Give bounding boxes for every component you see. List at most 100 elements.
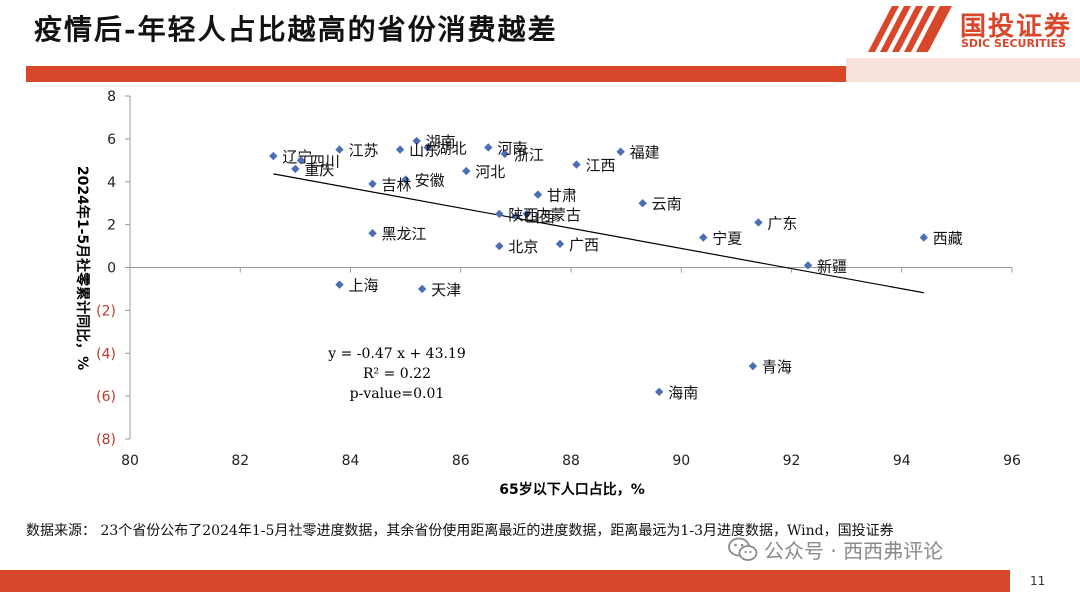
data-point-广东 xyxy=(754,218,763,227)
page-number: 11 xyxy=(1030,574,1046,588)
data-point-福建 xyxy=(616,147,625,156)
point-label-山西: 山西 xyxy=(525,208,555,226)
data-point-甘肃 xyxy=(533,190,543,199)
scatter-chart: 80 82 84 86 88 90 92 94 96 86 4 2 0 (2) (4) (6) (8) 辽宁四… xyxy=(74,89,1021,498)
y-tick-label: 2 xyxy=(107,218,116,234)
y-axis-title: 2024年1-5月社零累计同比，% xyxy=(74,166,91,370)
slide-title: 疫情后-年轻人占比越高的省份消费越差 xyxy=(34,13,558,46)
point-label-江西: 江西 xyxy=(586,157,616,175)
data-point-西藏 xyxy=(919,233,928,242)
company-logo: 国投证券 SDIC SECURITIES xyxy=(868,4,1080,54)
data-point-陕西 xyxy=(495,209,504,219)
data-point-吉林 xyxy=(368,179,377,189)
footer-bar xyxy=(0,570,1010,592)
point-label-广东: 广东 xyxy=(767,214,797,232)
watermark: 公众号 · 西西弗评论 xyxy=(728,535,943,564)
y-tick-label: (4) xyxy=(96,346,116,362)
point-label-浙江: 浙江 xyxy=(514,146,544,164)
trend-line xyxy=(273,173,924,294)
regression-annotation: y = -0.47 x + 43.19 R² = 0.22 p-value=0.… xyxy=(327,346,466,402)
y-tick-labels: 8 6 4 2 0 (2) (4) (6) (8) xyxy=(96,89,116,448)
data-points xyxy=(269,136,928,397)
data-point-安徽 xyxy=(401,175,410,184)
data-point-河南 xyxy=(484,143,493,152)
y-tick-label: (8) xyxy=(96,432,116,448)
logo-text-en: SDIC SECURITIES xyxy=(961,37,1067,50)
data-point-山西 xyxy=(511,211,521,221)
point-label-吉林: 吉林 xyxy=(382,176,412,194)
point-label-江苏: 江苏 xyxy=(348,142,378,160)
data-point-北京 xyxy=(495,241,504,251)
data-point-重庆 xyxy=(291,164,300,174)
point-label-山东: 山东 xyxy=(409,142,439,160)
source-note: 数据来源： 23个省份公布了2024年1-5月社零进度数据，其余省份使用距离最近… xyxy=(26,523,894,539)
x-tick-label: 82 xyxy=(231,453,249,469)
data-point-青海 xyxy=(748,361,758,371)
point-label-西藏: 西藏 xyxy=(933,229,963,247)
regression-p-value: p-value=0.01 xyxy=(350,386,445,402)
data-point-河北 xyxy=(462,166,471,176)
point-label-新疆: 新疆 xyxy=(817,257,847,275)
x-tick-label: 86 xyxy=(452,453,470,469)
data-point-江苏 xyxy=(335,145,344,154)
data-point-辽宁 xyxy=(269,151,278,161)
point-label-宁夏: 宁夏 xyxy=(712,229,742,247)
regression-equation: y = -0.47 x + 43.19 xyxy=(327,346,466,362)
point-label-青海: 青海 xyxy=(762,358,792,376)
x-tick-label: 94 xyxy=(893,453,911,469)
logo-stripes-icon xyxy=(868,6,952,52)
chart-axes xyxy=(125,95,1013,440)
data-point-新疆 xyxy=(803,261,813,270)
data-point-上海 xyxy=(335,280,344,289)
data-point-宁夏 xyxy=(699,233,708,242)
y-tick-label: (2) xyxy=(96,303,116,319)
point-label-湖北: 湖北 xyxy=(437,139,467,157)
data-point-天津 xyxy=(417,284,427,294)
data-point-山东 xyxy=(395,145,405,154)
data-point-江西 xyxy=(572,160,581,169)
x-tick-label: 84 xyxy=(342,453,360,469)
data-point-湖南 xyxy=(412,136,421,146)
x-tick-label: 90 xyxy=(672,453,690,469)
point-label-北京: 北京 xyxy=(508,238,538,256)
point-label-内蒙古: 内蒙古 xyxy=(536,206,581,224)
point-label-天津: 天津 xyxy=(431,281,461,299)
watermark-text: 公众号 · 西西弗评论 xyxy=(764,539,944,563)
point-label-甘肃: 甘肃 xyxy=(547,187,577,205)
data-point-浙江 xyxy=(500,149,510,159)
y-tick-label: 0 xyxy=(107,261,116,277)
point-label-云南: 云南 xyxy=(652,195,682,213)
logo-text-cn: 国投证券 xyxy=(960,12,1073,42)
data-point-湖北 xyxy=(423,143,432,152)
point-label-上海: 上海 xyxy=(348,277,378,295)
point-label-广西: 广西 xyxy=(569,236,599,254)
point-label-河北: 河北 xyxy=(475,163,505,181)
wechat-icon xyxy=(728,537,758,561)
x-axis-title: 65岁以下人口占比，% xyxy=(499,481,645,498)
header-bar xyxy=(26,66,846,82)
x-tick-label: 96 xyxy=(1003,453,1021,469)
point-label-四川: 四川 xyxy=(310,152,340,170)
x-tick-label: 92 xyxy=(783,453,801,469)
point-label-辽宁: 辽宁 xyxy=(282,148,312,166)
point-label-黑龙江: 黑龙江 xyxy=(382,225,427,243)
data-point-广西 xyxy=(555,239,565,249)
point-label-陕西: 陕西 xyxy=(508,206,538,224)
regression-r-squared: R² = 0.22 xyxy=(363,366,431,382)
data-point-云南 xyxy=(638,198,647,208)
data-point-海南 xyxy=(655,387,664,397)
x-tick-label: 80 xyxy=(121,453,139,469)
data-point-四川 xyxy=(296,156,306,165)
y-tick-label: 6 xyxy=(107,132,116,148)
y-tick-label: 4 xyxy=(107,175,116,191)
data-point-内蒙古 xyxy=(522,209,532,219)
y-tick-label: (6) xyxy=(96,389,116,405)
x-tick-labels: 80 82 84 86 88 90 92 94 96 xyxy=(121,453,1021,469)
point-label-重庆: 重庆 xyxy=(304,161,334,179)
x-tick-label: 88 xyxy=(562,453,580,469)
point-label-湖南: 湖南 xyxy=(426,133,456,151)
point-label-福建: 福建 xyxy=(630,144,660,162)
point-label-海南: 海南 xyxy=(668,384,698,402)
point-label-安徽: 安徽 xyxy=(415,172,445,190)
